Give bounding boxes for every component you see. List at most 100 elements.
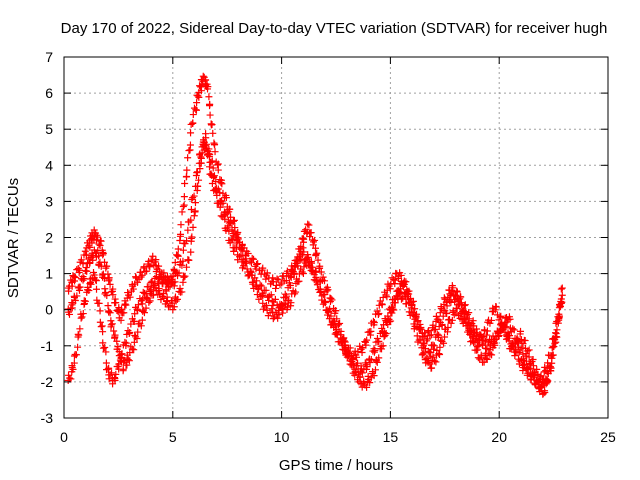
data-point xyxy=(440,339,448,347)
data-point xyxy=(510,340,518,348)
data-point xyxy=(497,312,505,320)
data-point xyxy=(76,325,84,333)
data-point xyxy=(546,363,554,371)
data-point xyxy=(548,344,556,352)
data-point xyxy=(83,267,91,275)
x-tick-label: 0 xyxy=(60,429,68,445)
data-point xyxy=(341,344,349,352)
data-point xyxy=(216,203,224,211)
data-point xyxy=(363,383,371,391)
data-point xyxy=(114,343,122,351)
data-point xyxy=(436,343,444,351)
data-point xyxy=(370,372,378,380)
data-point xyxy=(548,354,556,362)
data-point xyxy=(319,273,327,281)
data-point xyxy=(92,277,100,285)
data-point xyxy=(286,281,294,289)
y-tick-label: 5 xyxy=(45,121,53,137)
data-point xyxy=(99,328,107,336)
data-point xyxy=(77,256,85,264)
data-point xyxy=(325,307,333,315)
axes: 0 5 10 15 20 25 -3 -2 -1 0 1 2 3 4 5 6 7 xyxy=(41,49,616,445)
data-point xyxy=(108,320,116,328)
data-point xyxy=(445,297,453,305)
data-point xyxy=(488,351,496,359)
data-point xyxy=(478,333,486,341)
data-point xyxy=(94,247,102,255)
data-point xyxy=(379,342,387,350)
data-point xyxy=(414,317,422,325)
data-point xyxy=(262,275,270,283)
data-point xyxy=(413,332,421,340)
data-point xyxy=(221,215,229,223)
data-point xyxy=(126,349,134,357)
data-point xyxy=(189,119,197,127)
data-point xyxy=(250,255,258,263)
data-point xyxy=(145,298,153,306)
data-point xyxy=(525,346,533,354)
data-point xyxy=(105,307,113,315)
y-tick-label: -1 xyxy=(41,338,54,354)
data-point xyxy=(248,254,256,262)
data-point xyxy=(435,316,443,324)
data-point xyxy=(309,268,317,276)
data-point xyxy=(391,295,399,303)
data-point xyxy=(208,171,216,179)
data-point xyxy=(107,321,115,329)
data-point xyxy=(102,348,110,356)
data-point xyxy=(65,287,73,295)
data-point xyxy=(517,327,525,335)
data-point xyxy=(236,253,244,261)
data-point xyxy=(282,277,290,285)
data-point xyxy=(207,158,215,166)
data-point xyxy=(184,226,192,234)
data-point xyxy=(424,335,432,343)
data-point xyxy=(128,345,136,353)
data-point xyxy=(202,76,210,84)
data-point xyxy=(253,277,261,285)
data-point xyxy=(143,267,151,275)
data-point xyxy=(415,325,423,333)
data-point xyxy=(431,325,439,333)
data-point xyxy=(205,153,213,161)
data-point xyxy=(78,313,86,321)
data-point xyxy=(99,250,107,258)
data-point xyxy=(383,286,391,294)
data-point xyxy=(478,340,486,348)
data-point xyxy=(121,338,129,346)
data-point xyxy=(500,322,508,330)
data-point xyxy=(429,353,437,361)
data-point xyxy=(171,258,179,266)
data-point xyxy=(247,267,255,275)
data-point xyxy=(321,291,329,299)
data-point xyxy=(100,274,108,282)
data-point xyxy=(97,237,105,245)
data-point xyxy=(444,324,452,332)
data-point xyxy=(418,329,426,337)
data-point xyxy=(193,168,201,176)
data-point xyxy=(409,297,417,305)
data-point xyxy=(453,305,461,313)
data-point xyxy=(172,297,180,305)
data-point xyxy=(514,336,522,344)
data-point xyxy=(229,236,237,244)
data-point xyxy=(191,199,199,207)
series-track-3 xyxy=(64,130,564,398)
data-point xyxy=(131,310,139,318)
data-point xyxy=(287,299,295,307)
x-tick-label: 25 xyxy=(600,429,616,445)
data-point xyxy=(129,285,137,293)
data-point xyxy=(184,154,192,162)
data-point xyxy=(211,140,219,148)
data-point xyxy=(183,237,191,245)
data-point xyxy=(513,337,521,345)
data-point xyxy=(272,284,280,292)
data-point xyxy=(431,357,439,365)
data-point xyxy=(187,206,195,214)
y-tick-label: -2 xyxy=(41,374,54,390)
data-point xyxy=(384,312,392,320)
data-point xyxy=(288,266,296,274)
data-point xyxy=(195,159,203,167)
data-point xyxy=(387,303,395,311)
data-point xyxy=(160,269,168,277)
